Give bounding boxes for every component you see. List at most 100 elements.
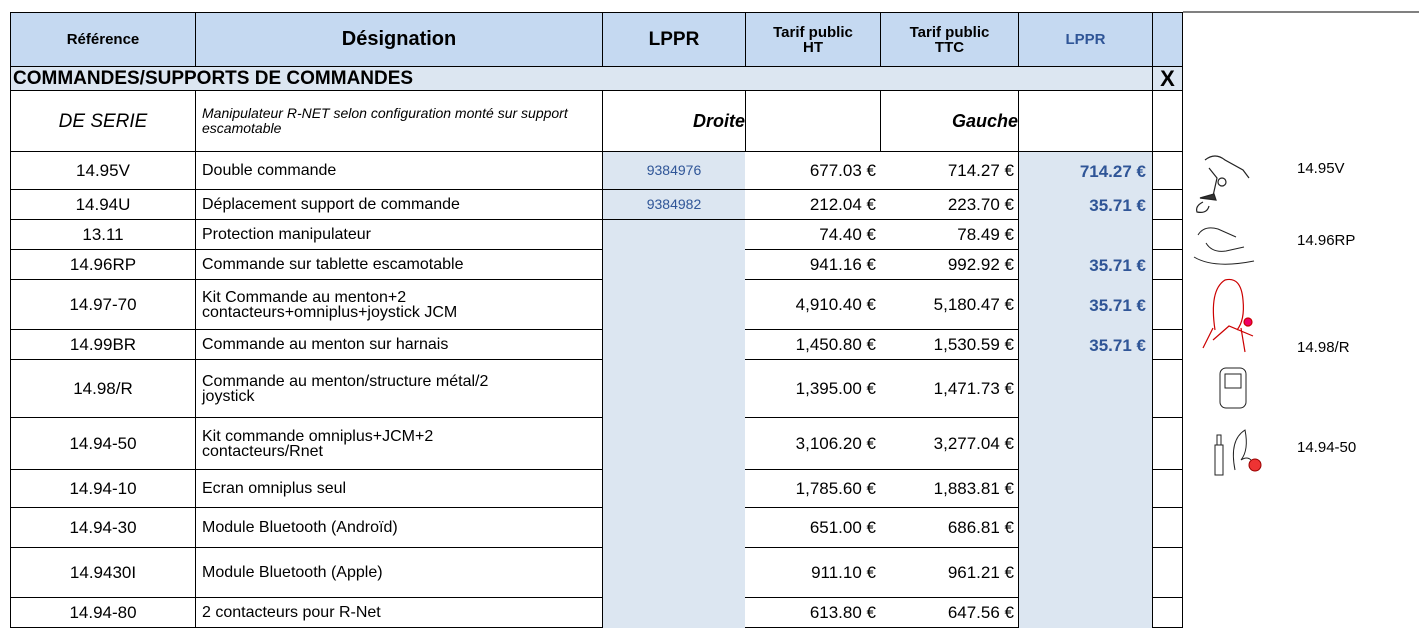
lppr-price [1018, 548, 1152, 598]
header-cell: LPPR [1018, 12, 1152, 67]
designation: Module Bluetooth (Apple) [195, 548, 602, 598]
header-cell: Désignation [195, 12, 602, 67]
price-ht-text: 613.80 € [810, 605, 876, 620]
reference: 14.99BR [10, 330, 195, 360]
header-cell-text: Tarif public TTC [902, 25, 997, 55]
reference: 14.94U [10, 190, 195, 220]
price-ttc: 647.56 € [880, 598, 1018, 628]
lppr-code: 9384976 [602, 152, 745, 190]
reference-text: 14.98/R [73, 381, 133, 396]
price-ttc-text: 1,883.81 € [934, 481, 1014, 496]
price-ttc: 223.70 € [880, 190, 1018, 220]
designation: Kit Commande au menton+2 contacteurs+omn… [195, 280, 602, 330]
lppr-price: 35.71 € [1018, 280, 1152, 330]
price-ttc-text: 1,471.73 € [934, 381, 1014, 396]
designation-text: Module Bluetooth (Apple) [202, 565, 532, 580]
designation: Commande au menton/structure métal/2 joy… [195, 360, 602, 418]
price-ht: 677.03 € [745, 152, 880, 190]
reference-text: 13.11 [82, 227, 123, 242]
designation-text: Commande au menton/structure métal/2 joy… [202, 374, 532, 404]
lppr-price-text: 35.71 € [1089, 258, 1146, 273]
reference-text: 14.95V [76, 163, 130, 178]
lppr-price-text: 35.71 € [1089, 198, 1146, 213]
lppr-code [602, 330, 745, 360]
reference: 14.97-70 [10, 280, 195, 330]
designation-text: Kit Commande au menton+2 contacteurs+omn… [202, 290, 532, 320]
lppr-code [602, 548, 745, 598]
lppr-price-text: 714.27 € [1080, 164, 1146, 179]
reference-text: 14.99BR [70, 337, 136, 352]
blank [1152, 548, 1183, 598]
blank [1152, 508, 1183, 548]
price-ht: 613.80 € [745, 598, 880, 628]
picture-double-control [1197, 156, 1249, 212]
lppr-price [1018, 508, 1152, 548]
series-designation-text: Manipulateur R-NET selon configuration m… [202, 106, 602, 136]
designation: 2 contacteurs pour R-Net [195, 598, 602, 628]
designation-text: Commande sur tablette escamotable [202, 257, 532, 272]
picture-label-text: 14.98/R [1297, 340, 1350, 355]
header-cell [1152, 12, 1183, 67]
picture-label: 14.95V [1297, 158, 1397, 178]
series-blank [1152, 91, 1183, 152]
price-ht-text: 651.00 € [810, 520, 876, 535]
lppr-price: 35.71 € [1018, 250, 1152, 280]
reference-text: 14.94-30 [69, 520, 136, 535]
price-ttc: 78.49 € [880, 220, 1018, 250]
picture-label: 14.98/R [1297, 337, 1397, 357]
lppr-price [1018, 220, 1152, 250]
price-ht: 3,106.20 € [745, 418, 880, 470]
lppr-code: 9384982 [602, 190, 745, 220]
reference: 14.9430I [10, 548, 195, 598]
price-ttc: 992.92 € [880, 250, 1018, 280]
series-blank [745, 91, 880, 152]
reference-text: 14.9430I [70, 565, 136, 580]
price-ttc: 1,471.73 € [880, 360, 1018, 418]
header-cell-text: Tarif public HT [766, 25, 861, 55]
header-cell-text: LPPR [649, 32, 700, 47]
lppr-code [602, 470, 745, 508]
price-ttc-text: 686.81 € [948, 520, 1014, 535]
header-cell: Référence [10, 12, 195, 67]
price-ht: 1,450.80 € [745, 330, 880, 360]
lppr-code [602, 250, 745, 280]
price-ht-text: 4,910.40 € [796, 297, 876, 312]
lppr-code-text: 9384982 [647, 197, 702, 212]
price-ht-text: 212.04 € [810, 197, 876, 212]
blank [1152, 280, 1183, 330]
price-ht: 4,910.40 € [745, 280, 880, 330]
lppr-price [1018, 470, 1152, 508]
price-ht-text: 941.16 € [810, 257, 876, 272]
blank [1152, 360, 1183, 418]
designation-text: Kit commande omniplus+JCM+2 contacteurs/… [202, 429, 532, 459]
lppr-price-text: 35.71 € [1089, 338, 1146, 353]
price-ttc-text: 223.70 € [948, 197, 1014, 212]
lppr-code [602, 280, 745, 330]
price-ttc-text: 714.27 € [948, 163, 1014, 178]
lppr-price [1018, 360, 1152, 418]
price-ht-text: 74.40 € [819, 227, 876, 242]
lppr-code [602, 220, 745, 250]
price-ht: 212.04 € [745, 190, 880, 220]
lppr-price [1018, 418, 1152, 470]
price-ht: 1,785.60 € [745, 470, 880, 508]
picture-tablet [1194, 228, 1254, 264]
designation: Protection manipulateur [195, 220, 602, 250]
price-ttc: 3,277.04 € [880, 418, 1018, 470]
price-ttc-text: 1,530.59 € [934, 337, 1014, 352]
designation: Double commande [195, 152, 602, 190]
lppr-code [602, 508, 745, 548]
designation: Déplacement support de commande [195, 190, 602, 220]
price-ttc: 961.21 € [880, 548, 1018, 598]
price-ht: 941.16 € [745, 250, 880, 280]
price-ht: 651.00 € [745, 508, 880, 548]
blank [1152, 330, 1183, 360]
price-ttc: 686.81 € [880, 508, 1018, 548]
blank [1152, 220, 1183, 250]
designation-text: Commande au menton sur harnais [202, 337, 532, 352]
header-cell-text: LPPR [1065, 32, 1105, 47]
designation-text: 2 contacteurs pour R-Net [202, 605, 532, 620]
section-title: COMMANDES/SUPPORTS DE COMMANDES [10, 67, 1152, 91]
designation: Ecran omniplus seul [195, 470, 602, 508]
series-left-text: Droite [693, 114, 745, 129]
